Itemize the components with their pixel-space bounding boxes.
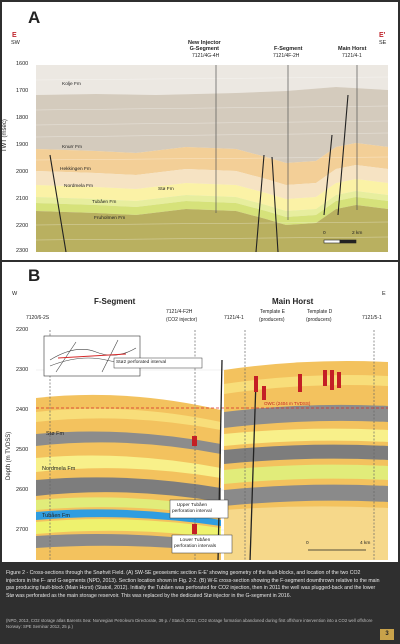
formation-label-knurr: Knurr Fm xyxy=(62,145,82,150)
well-f-segment-name: F-Segment xyxy=(274,46,303,52)
f-segment-title: F-Segment xyxy=(94,297,136,306)
well-7121-4-1-id: 7121/4-1 xyxy=(224,315,244,321)
panel-a-y-tick: 1700 xyxy=(16,88,29,94)
template-d-role: (producers) xyxy=(306,317,332,323)
panel-a: A E SW E' SE New Injector G-Segment 7121… xyxy=(2,2,398,260)
template-d-name: Template D xyxy=(307,309,333,315)
panel-a-y-tick: 1600 xyxy=(16,61,29,67)
panel-b-y-tick: 2400 xyxy=(16,407,29,413)
well-7121-5-1-id: 7121/5-1 xyxy=(362,315,382,321)
panel-b-cross-section xyxy=(36,330,388,560)
panel-a-label: A xyxy=(28,8,41,27)
callout-sto2-perforated: Stø2 perforated interval xyxy=(116,360,167,365)
section-end-direction: SE xyxy=(379,40,387,46)
panel-b-y-axis-title: Depth (m TVDSS) xyxy=(6,431,12,480)
scale-bar-start-b: 0 xyxy=(306,541,309,546)
panel-a-y-tick: 2000 xyxy=(16,169,29,175)
figure-caption: Figure 2 - Cross-sections through the Sn… xyxy=(0,565,400,644)
caption-text: Figure 2 - Cross-sections through the Sn… xyxy=(6,570,380,599)
section-west-direction: W xyxy=(12,291,18,297)
section-east-direction: E xyxy=(382,291,386,297)
well-g-segment-id: 7121/4G-4H xyxy=(192,53,220,59)
well-7120-6-2s-id: 7120/6-2S xyxy=(26,315,50,321)
scale-bar-start: 0 xyxy=(323,231,326,236)
well-f2h-id: 7121/4-F2H xyxy=(166,309,193,315)
panel-b-y-tick: 2600 xyxy=(16,487,29,493)
well-f-segment-id: 7121/4F-2H xyxy=(273,53,300,59)
panel-b-y-tick: 2500 xyxy=(16,447,29,453)
well-main-horst-id: 7121/4-1 xyxy=(342,53,362,59)
section-start-direction: SW xyxy=(11,40,20,46)
formation-label-hekkingen: Hekkingen Fm xyxy=(60,167,91,172)
panel-a-y-tick: 2200 xyxy=(16,223,29,229)
panel-b-y-tick: 2200 xyxy=(16,327,29,333)
formation-label-nordmela-b: Nordmela Fm xyxy=(42,466,76,472)
panel-a-y-tick: 2100 xyxy=(16,196,29,202)
panel-a-geoseismic-section xyxy=(36,65,388,252)
panel-a-y-tick: 1800 xyxy=(16,115,29,121)
formation-label-tubaen-b: Tubåen Fm xyxy=(42,513,70,519)
page-number-badge: 3 xyxy=(380,629,394,640)
well-main-horst-name: Main Horst xyxy=(338,46,367,52)
formation-label-tubaen: Tubåen Fm xyxy=(92,200,117,205)
scale-bar-end: 2 km xyxy=(352,231,363,236)
panel-b-label: B xyxy=(28,266,41,285)
panel-a-y-axis-title: TWT (msec) xyxy=(2,119,8,152)
panel-a-y-tick: 2300 xyxy=(16,248,29,254)
section-start-letter: E xyxy=(12,32,17,39)
panel-b-y-tick: 2700 xyxy=(16,527,29,533)
formation-label-nordmela: Nordmela Fm xyxy=(64,184,94,189)
scale-bar-end-b: 4 km xyxy=(360,541,371,546)
panel-b: B W E F-Segment Main Horst 7120/6-2S 712… xyxy=(2,262,398,562)
formation-label-fruholmen: Fruholmen Fm xyxy=(94,216,126,221)
section-end-letter: E' xyxy=(379,32,386,39)
owc-label: OWC (2404 m TVDSS) xyxy=(264,401,311,406)
panel-a-y-tick: 1900 xyxy=(16,142,29,148)
main-horst-title: Main Horst xyxy=(272,297,314,306)
formation-label-sto: Stø Fm xyxy=(158,187,174,192)
caption-references: (NPD, 2013, CO2 storage atlas Barents Se… xyxy=(6,618,373,630)
panel-b-y-tick: 2300 xyxy=(16,367,29,373)
formation-label-kolje: Kolje Fm xyxy=(62,82,81,87)
callout-upper-tubaen: Upper Tubåen perforation interval xyxy=(172,503,212,514)
formation-label-sto-b: Stø Fm xyxy=(46,431,65,437)
template-e-name: Template E xyxy=(260,309,286,315)
callout-lower-tubaen: Lower Tubåen perforation intervals xyxy=(174,538,217,549)
well-g-segment-name: New Injector G-Segment xyxy=(188,40,221,53)
template-e-role: (producers) xyxy=(259,317,285,323)
well-f2h-role: (CO2 injector) xyxy=(166,317,198,323)
